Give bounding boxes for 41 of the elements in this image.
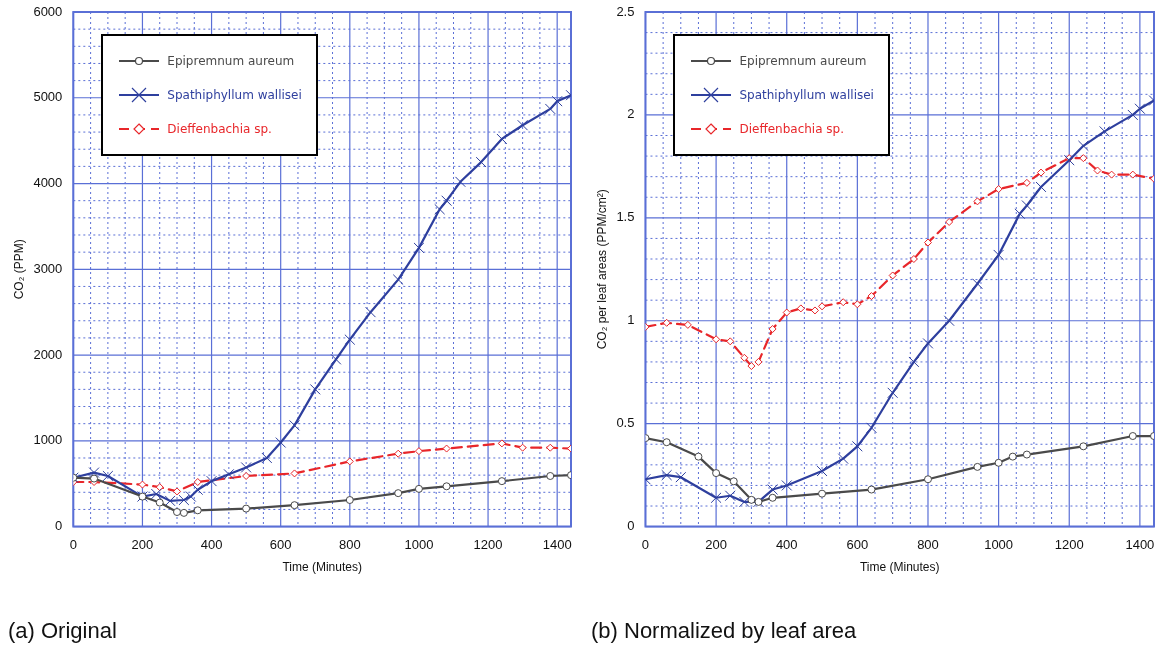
y-tick-label: 6000 (33, 3, 63, 19)
x-tick-label: 1000 (984, 536, 1014, 552)
x-tick-label: 800 (338, 536, 361, 552)
x-tick-label: 400 (775, 536, 798, 552)
x-tick-label: 1400 (542, 536, 572, 552)
x-axis-title: Time (Minutes) (282, 559, 362, 574)
y-tick-label: 1 (627, 312, 635, 328)
y-tick-label: 0 (627, 518, 635, 534)
legend-label: Epipremnum aureum (167, 54, 295, 68)
x-tick-label: 1200 (1054, 536, 1084, 552)
y-tick-label: 0.5 (616, 415, 635, 431)
x-tick-label: 200 (705, 536, 727, 552)
y-tick-label: 1000 (33, 432, 63, 448)
y-tick-label: 4000 (33, 175, 63, 191)
legend-label: Epipremnum aureum (739, 54, 867, 68)
y-tick-label: 2.5 (616, 3, 635, 19)
legend-label: Spathiphyllum wallisei (739, 88, 874, 102)
y-tick-label: 1.5 (616, 209, 635, 225)
y-tick-label: 5000 (33, 89, 63, 105)
x-tick-label: 0 (641, 536, 650, 552)
x-tick-label: 800 (917, 536, 939, 552)
x-tick-label: 1000 (404, 536, 434, 552)
x-tick-label: 600 (846, 536, 869, 552)
legend-label: Spathiphyllum wallisei (167, 88, 302, 102)
x-tick-label: 1200 (473, 536, 503, 552)
y-tick-label: 3000 (33, 260, 63, 276)
x-tick-label: 400 (200, 536, 223, 552)
text: (b) Normalized by leaf area (591, 617, 858, 643)
x-tick-label: 600 (269, 536, 292, 552)
y-axis-title: CO₂ (PPM) (11, 239, 26, 300)
x-axis-title: Time (Minutes) (859, 559, 940, 574)
y-axis-title: CO₂ per leaf areas (PPM/cm²) (594, 189, 609, 350)
x-tick-label: 0 (69, 536, 77, 552)
legend-label: Dieffenbachia sp. (739, 122, 845, 136)
y-tick-label: 2 (627, 106, 635, 122)
legend-label: Dieffenbachia sp. (167, 122, 272, 136)
text: (a) Original (8, 617, 117, 643)
y-tick-label: 2000 (33, 346, 63, 362)
x-tick-label: 1400 (1125, 536, 1155, 552)
x-tick-label: 200 (131, 536, 154, 552)
y-tick-label: 0 (55, 518, 63, 534)
